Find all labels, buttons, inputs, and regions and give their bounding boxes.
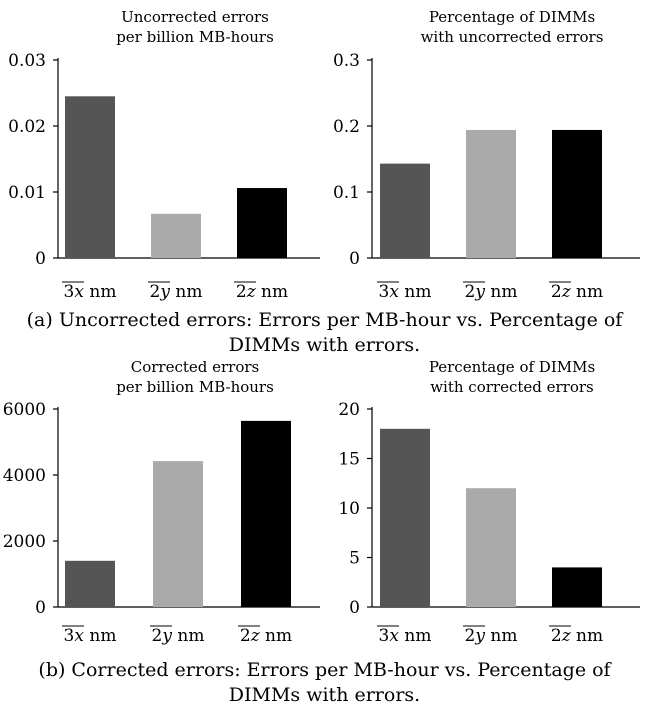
y-tick-label: 10 [338,499,360,519]
bar-2z-nm [552,130,602,258]
y-tick-label: 0.02 [8,117,46,137]
chart-title-line: per billion MB-hours [116,378,274,396]
y-tick-label: 0 [35,598,46,618]
chart-title-line: Percentage of DIMMs [429,8,595,26]
bar-3x-nm [380,429,430,607]
x-tick-label: 2y nm [465,626,518,646]
x-tick-label: 2z nm [240,626,292,646]
y-tick-label: 0.01 [8,183,46,203]
x-tick-label: 3x nm [64,626,117,646]
y-tick-label: 6000 [3,400,46,420]
chart-title-line: Percentage of DIMMs [429,358,595,376]
y-tick-label: 2000 [3,532,46,552]
chart-title-line: Corrected errors [131,358,260,376]
chart-title-line: per billion MB-hours [116,28,274,46]
y-tick-label: 5 [349,549,360,569]
bar-2y-nm [153,461,203,607]
y-tick-label: 0.03 [8,51,46,71]
x-tick-label: 3x nm [379,282,432,302]
y-tick-label: 0.1 [333,183,360,203]
y-tick-label: 4000 [3,466,46,486]
bar-2z-nm [237,188,287,258]
chart-title-line: with uncorrected errors [421,28,604,46]
y-tick-label: 0 [349,598,360,618]
bar-3x-nm [65,96,115,258]
y-tick-label: 20 [338,400,360,420]
bar-2y-nm [466,488,516,607]
caption-a: (a) Uncorrected errors: Errors per MB-ho… [0,308,649,358]
y-tick-label: 0 [35,249,46,269]
caption-b: (b) Corrected errors: Errors per MB-hour… [0,658,649,708]
x-tick-label: 2z nm [551,626,603,646]
x-tick-label: 2y nm [152,626,205,646]
x-tick-label: 3x nm [379,626,432,646]
x-tick-label: 3x nm [64,282,117,302]
chart-title-line: with corrected errors [430,378,594,396]
bar-2y-nm [466,130,516,258]
x-tick-label: 2y nm [150,282,203,302]
bar-3x-nm [65,561,115,607]
y-tick-label: 0.2 [333,117,360,137]
x-tick-label: 2z nm [236,282,288,302]
bar-2z-nm [241,421,291,607]
bar-3x-nm [380,164,430,258]
chart-title-line: Uncorrected errors [121,8,269,26]
y-tick-label: 0.3 [333,51,360,71]
x-tick-label: 2z nm [551,282,603,302]
bar-2y-nm [151,214,201,258]
y-tick-label: 15 [338,450,360,470]
y-tick-label: 0 [349,249,360,269]
x-tick-label: 2y nm [465,282,518,302]
bar-2z-nm [552,567,602,607]
